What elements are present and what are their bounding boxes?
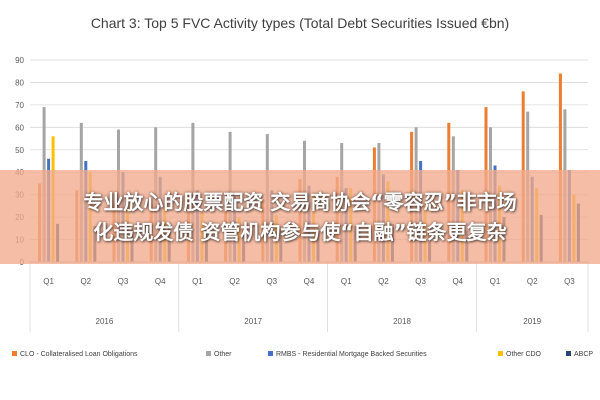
x-group-label: 2019	[523, 317, 541, 326]
x-tick-label: Q1	[490, 277, 501, 286]
legend-swatch	[566, 351, 571, 356]
y-tick-label: 60	[15, 123, 24, 132]
x-tick-label: Q2	[229, 277, 240, 286]
x-tick-label: Q2	[80, 277, 91, 286]
x-tick-label: Q1	[192, 277, 203, 286]
bar	[558, 73, 562, 262]
x-tick-label: Q4	[304, 277, 315, 286]
y-tick-label: 80	[15, 78, 24, 87]
y-tick-label: 90	[15, 56, 24, 65]
x-tick-label: Q3	[118, 277, 129, 286]
legend-label: CLO - Collateralised Loan Obligations	[20, 351, 138, 358]
legend-swatch	[498, 351, 503, 356]
x-tick-label: Q2	[378, 277, 389, 286]
legend: CLO - Collateralised Loan Obligations Oth…	[12, 351, 593, 358]
legend-label: Other CDO	[506, 351, 542, 358]
x-tick-label: Q3	[266, 277, 277, 286]
x-tick-label: Q4	[452, 277, 463, 286]
banner-line-2: 化违规发债 资管机构参与使“自融”链条更复杂	[93, 220, 507, 244]
legend-swatch	[268, 351, 273, 356]
legend-swatch	[206, 351, 211, 356]
x-tick-label: Q4	[155, 277, 166, 286]
legend-label: Other	[214, 351, 232, 358]
legend-label: RMBS - Residential Mortgage Backed Secur…	[276, 351, 427, 358]
x-tick-label: Q1	[341, 277, 352, 286]
x-tick-label: Q3	[415, 277, 426, 286]
legend-label: ABCP	[574, 351, 593, 358]
legend-swatch	[12, 351, 17, 356]
x-group-label: 2016	[96, 317, 114, 326]
y-tick-label: 50	[15, 146, 24, 155]
y-tick-label: 70	[15, 101, 24, 110]
x-group-label: 2018	[393, 317, 411, 326]
banner-line-1: 专业放心的股票配资 交易商协会“零容忍”非市场	[83, 190, 517, 214]
x-tick-label: Q1	[43, 277, 54, 286]
overlay-banner: 专业放心的股票配资 交易商协会“零容忍”非市场 化违规发债 资管机构参与使“自融…	[0, 170, 600, 264]
x-group-label: 2017	[244, 317, 262, 326]
x-tick-label: Q3	[564, 277, 575, 286]
chart-title: Chart 3: Top 5 FVC Activity types (Total…	[91, 15, 509, 31]
x-tick-label: Q2	[527, 277, 538, 286]
